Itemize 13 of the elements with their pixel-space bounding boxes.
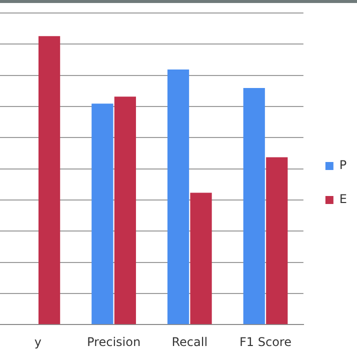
- x-tick-label: Precision: [87, 334, 141, 349]
- bar: [190, 192, 212, 324]
- x-tick-label: y: [34, 334, 42, 349]
- legend-label: E: [339, 192, 348, 206]
- bar: [243, 88, 265, 324]
- bar: [38, 36, 60, 324]
- bar: [266, 157, 288, 324]
- x-tick-label: F1 Score: [240, 334, 292, 349]
- x-tick-label: Recall: [172, 334, 208, 349]
- bar: [114, 96, 136, 324]
- bar: [167, 70, 190, 324]
- legend-label: P: [339, 158, 347, 172]
- bar: [92, 104, 114, 324]
